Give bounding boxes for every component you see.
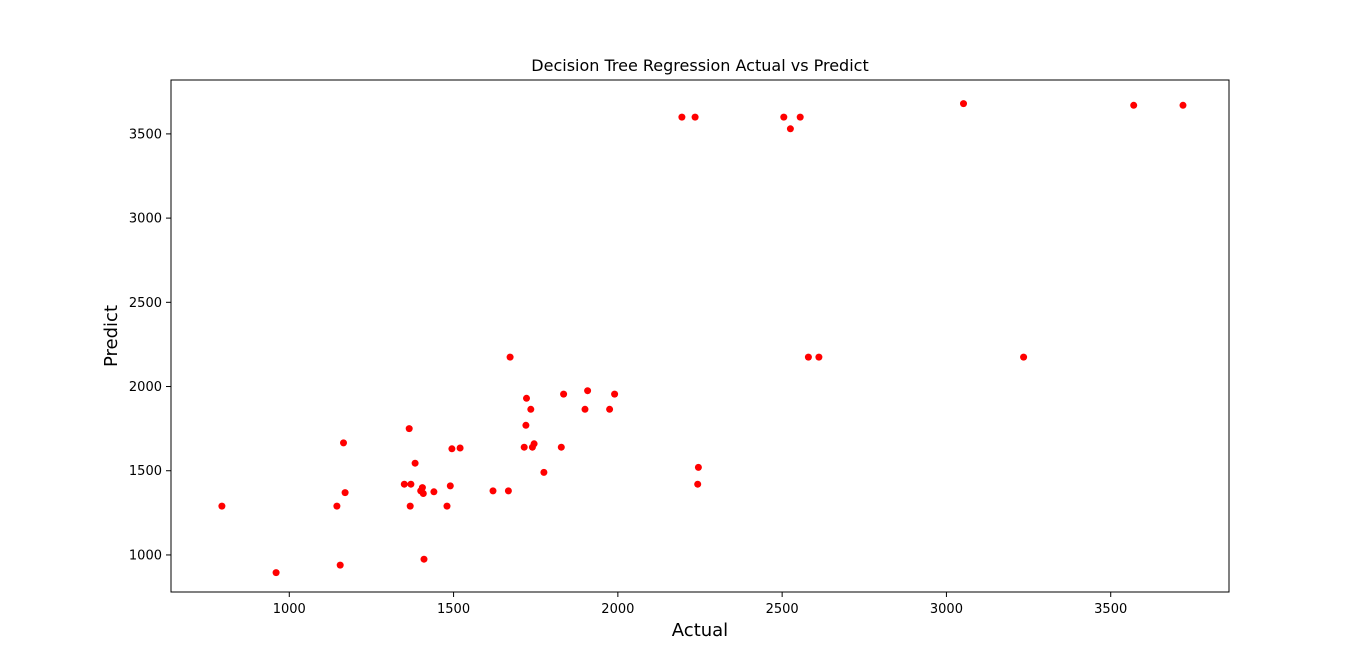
data-point (443, 502, 451, 510)
data-point (406, 502, 414, 510)
data-point (333, 502, 341, 510)
y-tick-label: 1000 (129, 548, 162, 563)
y-axis-label: Predict (101, 305, 122, 367)
data-point (815, 353, 823, 361)
data-point (527, 405, 535, 413)
data-point (419, 490, 427, 497)
data-point (340, 439, 347, 447)
data-point (405, 425, 413, 433)
x-axis-ticks: 1000 1500 2000 2500 3000 3500 (273, 592, 1127, 617)
data-point (530, 440, 538, 448)
data-point (411, 459, 419, 467)
data-point (804, 353, 812, 361)
x-tick-label: 3500 (1094, 602, 1127, 617)
data-point (523, 394, 530, 402)
data-point (336, 561, 344, 569)
data-point (540, 468, 548, 476)
x-tick-label: 1500 (437, 602, 470, 617)
chart-title: Decision Tree Regression Actual vs Predi… (531, 56, 868, 75)
data-point (584, 387, 592, 395)
data-point (1020, 353, 1028, 361)
y-tick-label: 1500 (129, 464, 162, 479)
data-point (489, 487, 497, 495)
data-point (611, 390, 619, 398)
x-tick-label: 2500 (766, 602, 799, 617)
data-point (694, 463, 702, 471)
data-point (341, 489, 349, 497)
data-point (1179, 101, 1187, 109)
data-points (218, 100, 1187, 577)
data-point (691, 113, 699, 121)
data-point (522, 421, 530, 429)
data-point (678, 113, 686, 121)
data-point (606, 405, 614, 413)
y-tick-label: 3000 (129, 212, 162, 227)
data-point (520, 443, 528, 451)
data-point (786, 125, 794, 133)
plot-area (170, 79, 1230, 593)
y-tick-label: 2000 (129, 380, 162, 395)
data-point (420, 555, 428, 563)
x-axis-label: Actual (672, 620, 728, 641)
data-point (560, 390, 568, 398)
x-tick-label: 2000 (601, 602, 634, 617)
data-point (218, 502, 226, 510)
data-point (448, 445, 456, 453)
data-point (407, 480, 415, 488)
y-axis-ticks: 1000 1500 2000 2500 3000 3500 (129, 127, 171, 563)
x-tick-label: 1000 (273, 602, 306, 617)
data-point (456, 444, 464, 452)
y-tick-label: 2500 (129, 296, 162, 311)
data-point (400, 480, 408, 488)
data-point (446, 482, 454, 490)
data-point (557, 443, 565, 451)
data-point (430, 488, 438, 496)
data-point (506, 353, 514, 361)
data-point (694, 480, 702, 488)
data-point (581, 405, 589, 413)
data-point (796, 113, 804, 121)
data-point (272, 569, 280, 577)
y-tick-label: 3500 (129, 127, 162, 142)
data-point (504, 487, 512, 495)
data-point (960, 100, 967, 108)
data-point (418, 484, 426, 492)
data-point (780, 113, 788, 121)
x-tick-label: 3000 (930, 602, 963, 617)
data-point (1130, 101, 1138, 109)
